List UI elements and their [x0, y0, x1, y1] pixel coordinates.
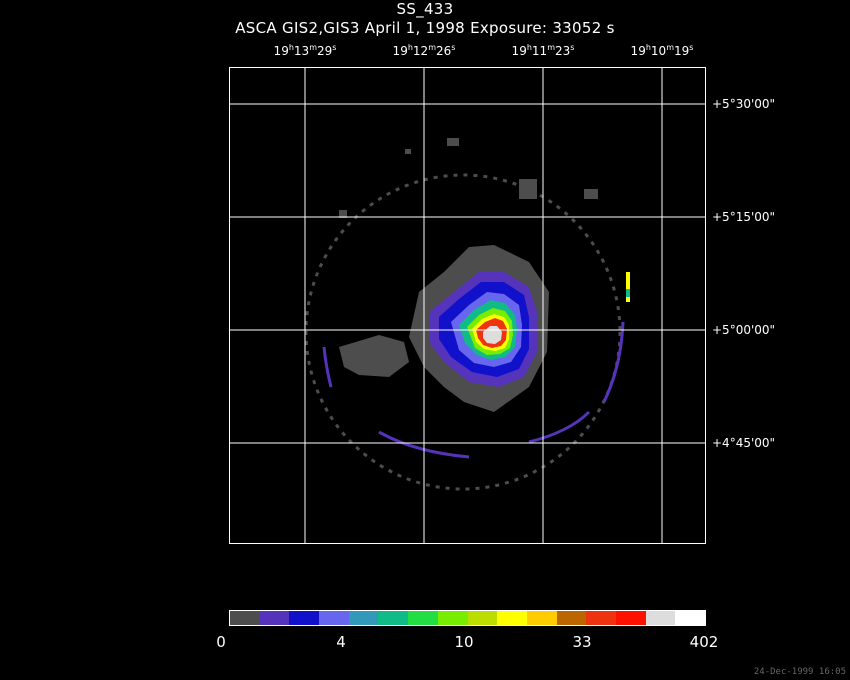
edge-bright-spot — [626, 272, 630, 302]
colorbar-label-0: 0 — [216, 633, 226, 651]
sky-image-plot — [229, 67, 706, 544]
colorbar-swatch-8 — [467, 611, 498, 625]
timestamp: 24-Dec-1999 16:05 — [753, 667, 846, 677]
colorbar-swatch-3 — [319, 611, 349, 625]
colorbar-swatch-2 — [289, 611, 320, 625]
colorbar-swatch-1 — [259, 611, 290, 625]
colorbar-swatch-0 — [230, 611, 260, 625]
colorbar-swatch-7 — [437, 611, 468, 625]
colorbar-swatch-12 — [586, 611, 616, 625]
dec-label-1: +5°30'00" — [712, 97, 776, 111]
ra-label-2: 19h12m26s — [392, 43, 456, 58]
colorbar-swatch-5 — [378, 611, 409, 625]
colorbar-swatch-6 — [408, 611, 438, 625]
color-scale-bar — [229, 610, 706, 626]
image-subtitle: ASCA GIS2,GIS3 April 1, 1998 Exposure: 3… — [235, 19, 615, 37]
colorbar-label-3: 33 — [572, 633, 592, 651]
colorbar-label-2: 10 — [454, 633, 474, 651]
colorbar-swatch-15 — [675, 611, 705, 625]
dec-label-4: +4°45'00" — [712, 436, 776, 450]
colorbar-swatch-13 — [615, 611, 646, 625]
ra-label-1: 19h13m29s — [273, 43, 337, 58]
detector-ring — [304, 138, 622, 491]
coordinate-grid — [229, 67, 706, 544]
image-title: SS_433 — [396, 0, 454, 18]
colorbar-swatch-10 — [526, 611, 557, 625]
colorbar-swatch-4 — [348, 611, 379, 625]
colorbar-label-1: 4 — [336, 633, 346, 651]
detector-edge-blue — [322, 321, 625, 459]
colorbar-swatch-9 — [497, 611, 527, 625]
dec-label-3: +5°00'00" — [712, 323, 776, 337]
colorbar-swatch-11 — [556, 611, 587, 625]
ra-label-4: 19h10m19s — [630, 43, 694, 58]
ra-label-3: 19h11m23s — [511, 43, 575, 58]
dec-label-2: +5°15'00" — [712, 210, 776, 224]
colorbar-label-4: 402 — [689, 633, 719, 651]
colorbar-swatch-14 — [645, 611, 676, 625]
